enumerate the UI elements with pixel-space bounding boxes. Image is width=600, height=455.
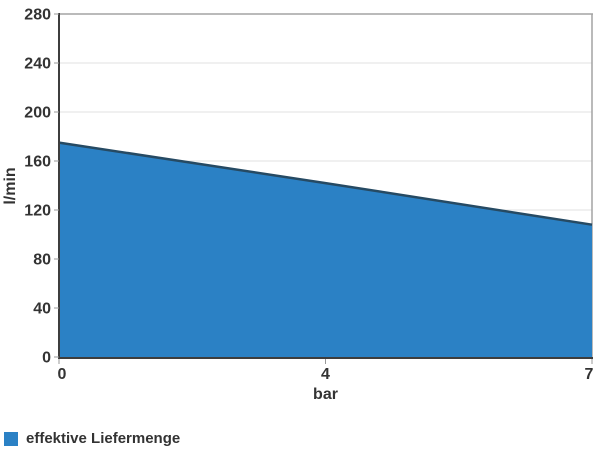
ytick-240: 240 (24, 56, 51, 73)
xtick-0: 0 (58, 366, 67, 383)
y-axis-title: l/min (2, 167, 19, 204)
ytick-120: 120 (24, 203, 51, 220)
ytick-80: 80 (33, 252, 51, 269)
x-tick-labels: 0 4 7 (58, 366, 594, 383)
y-tick-labels: 280 240 200 160 120 80 40 0 (24, 7, 51, 367)
x-tick-marks (58, 359, 593, 364)
area-series-fill (59, 142, 592, 357)
ytick-40: 40 (33, 301, 51, 318)
ytick-280: 280 (24, 7, 51, 24)
ytick-160: 160 (24, 154, 51, 171)
legend-label: effektive Liefermenge (26, 430, 181, 447)
ytick-0: 0 (42, 350, 51, 367)
xtick-4: 4 (321, 366, 330, 383)
xtick-7: 7 (585, 366, 594, 383)
legend-swatch (4, 431, 18, 446)
legend: effektive Liefermenge (4, 430, 180, 447)
y-tick-marks (54, 13, 59, 358)
x-axis-title: bar (313, 386, 338, 403)
area-chart: 280 240 200 160 120 80 40 0 0 4 7 l/min … (2, 7, 594, 403)
area-series-outline (58, 141, 593, 226)
ytick-200: 200 (24, 105, 51, 122)
